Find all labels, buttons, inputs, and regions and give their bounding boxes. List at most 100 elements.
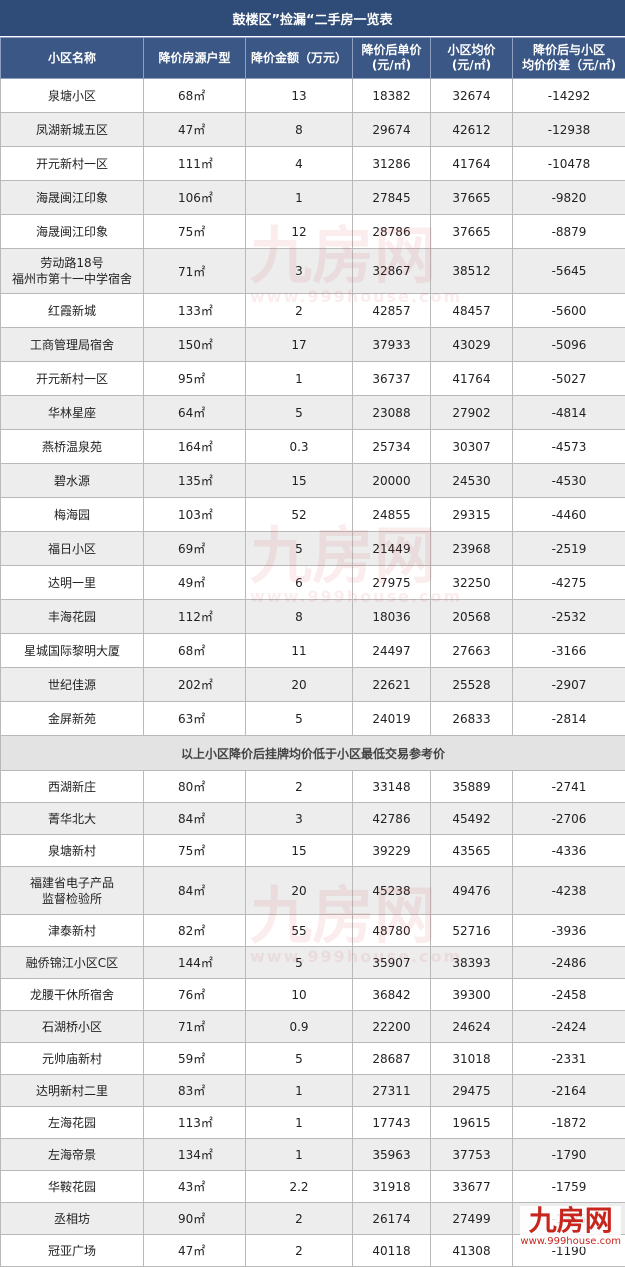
unit-area: 43㎡ — [144, 1171, 246, 1203]
price-diff: -4238 — [513, 867, 625, 915]
price-diff: -9820 — [513, 181, 625, 215]
price-cut: 52 — [246, 498, 353, 532]
unit-area: 144㎡ — [144, 947, 246, 979]
community-name: 泉塘新村 — [1, 835, 144, 867]
cell-line: 均价价差（元/㎡) — [513, 58, 625, 73]
unit-area: 84㎡ — [144, 803, 246, 835]
unit-area: 164㎡ — [144, 430, 246, 464]
avg-price: 32674 — [431, 79, 513, 113]
avg-price: 37665 — [431, 181, 513, 215]
price-diff: -2331 — [513, 1043, 625, 1075]
avg-price: 48457 — [431, 294, 513, 328]
unit-area: 71㎡ — [144, 249, 246, 294]
community-name: 世纪佳源 — [1, 668, 144, 702]
new-unit-price: 29674 — [353, 113, 431, 147]
avg-price: 41764 — [431, 147, 513, 181]
price-diff: -5027 — [513, 362, 625, 396]
price-cut: 11 — [246, 634, 353, 668]
community-name: 石湖桥小区 — [1, 1011, 144, 1043]
community-name: 龙腰干休所宿舍 — [1, 979, 144, 1011]
price-cut: 3 — [246, 249, 353, 294]
community-name: 劳动路18号福州市第十一中学宿舍 — [1, 249, 144, 294]
cell-line: 福州市第十一中学宿舍 — [1, 271, 143, 287]
avg-price: 45492 — [431, 803, 513, 835]
avg-price: 24624 — [431, 1011, 513, 1043]
new-unit-price: 28687 — [353, 1043, 431, 1075]
new-unit-price: 27845 — [353, 181, 431, 215]
new-unit-price: 24855 — [353, 498, 431, 532]
price-cut: 20 — [246, 668, 353, 702]
price-cut: 6 — [246, 566, 353, 600]
community-name: 冠亚广场 — [1, 1235, 144, 1267]
unit-area: 90㎡ — [144, 1203, 246, 1235]
note-text: 以上小区降价后挂牌均价低于小区最低交易参考价 — [1, 736, 625, 771]
avg-price: 31018 — [431, 1043, 513, 1075]
unit-area: 76㎡ — [144, 979, 246, 1011]
avg-price: 27902 — [431, 396, 513, 430]
unit-area: 135㎡ — [144, 464, 246, 498]
price-cut: 1 — [246, 362, 353, 396]
price-cut: 8 — [246, 600, 353, 634]
cell-line: 劳动路18号 — [1, 255, 143, 271]
avg-price: 29475 — [431, 1075, 513, 1107]
logo-url: www.999house.com — [520, 1236, 621, 1247]
price-cut: 1 — [246, 1139, 353, 1171]
avg-price: 38512 — [431, 249, 513, 294]
community-name: 开元新村一区 — [1, 362, 144, 396]
price-cut: 5 — [246, 396, 353, 430]
avg-price: 27663 — [431, 634, 513, 668]
unit-area: 63㎡ — [144, 702, 246, 736]
new-unit-price: 42857 — [353, 294, 431, 328]
community-name: 丰海花园 — [1, 600, 144, 634]
avg-price: 30307 — [431, 430, 513, 464]
new-unit-price: 17743 — [353, 1107, 431, 1139]
avg-price: 37753 — [431, 1139, 513, 1171]
avg-price: 41308 — [431, 1235, 513, 1267]
new-unit-price: 48780 — [353, 915, 431, 947]
new-unit-price: 27975 — [353, 566, 431, 600]
unit-area: 111㎡ — [144, 147, 246, 181]
header-cell: 降价后单价(元/㎡) — [353, 38, 431, 79]
community-name: 福建省电子产品监督检验所 — [1, 867, 144, 915]
price-cut: 3 — [246, 803, 353, 835]
cell-line: (元/㎡) — [431, 58, 512, 73]
community-name: 海晟闽江印象 — [1, 181, 144, 215]
price-diff: -4530 — [513, 464, 625, 498]
price-cut: 5 — [246, 702, 353, 736]
cell-line: 降价后与小区 — [513, 43, 625, 58]
community-name: 凤湖新城五区 — [1, 113, 144, 147]
unit-area: 47㎡ — [144, 1235, 246, 1267]
price-cut: 1 — [246, 1075, 353, 1107]
community-name: 开元新村一区 — [1, 147, 144, 181]
price-diff: -10478 — [513, 147, 625, 181]
unit-area: 112㎡ — [144, 600, 246, 634]
avg-price: 33677 — [431, 1171, 513, 1203]
price-diff: -3936 — [513, 915, 625, 947]
community-name: 西湖新庄 — [1, 771, 144, 803]
cell-line: 小区均价 — [431, 43, 512, 58]
avg-price: 39300 — [431, 979, 513, 1011]
unit-area: 47㎡ — [144, 113, 246, 147]
price-cut: 2 — [246, 1235, 353, 1267]
avg-price: 19615 — [431, 1107, 513, 1139]
price-cut: 2.2 — [246, 1171, 353, 1203]
header-row: 小区名称降价房源户型降价金额（万元）降价后单价(元/㎡)小区均价(元/㎡)降价后… — [1, 38, 625, 79]
unit-area: 71㎡ — [144, 1011, 246, 1043]
community-name: 丞相坊 — [1, 1203, 144, 1235]
